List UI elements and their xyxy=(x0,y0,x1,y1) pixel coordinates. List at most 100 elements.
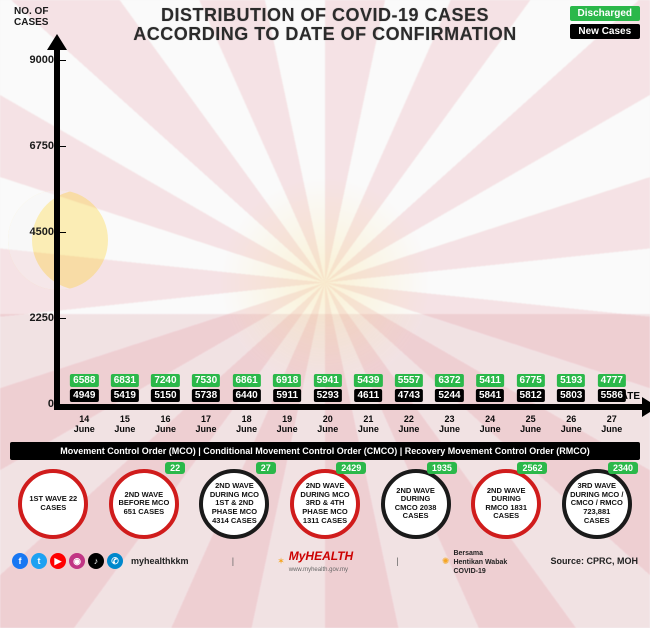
wave-item: 1ST WAVE 22 CASES xyxy=(10,466,97,542)
y-tick: 9000 xyxy=(12,54,54,66)
wave-circle: 2ND WAVE DURING CMCO 2038 CASES xyxy=(381,469,451,539)
newcases-label: 5293 xyxy=(314,389,342,402)
newcases-label: 4743 xyxy=(395,389,423,402)
social-icons: ft▶◉♪✆ myhealthkkm xyxy=(12,553,189,569)
source-text: Source: CPRC, MOH xyxy=(550,556,638,566)
y-axis-title: NO. OF CASES xyxy=(14,6,48,28)
wave-item: 2ND WAVE DURING MCO 1ST & 2ND PHASE MCO … xyxy=(191,466,278,542)
discharged-label: 6918 xyxy=(273,374,301,387)
title-line1: DISTRIBUTION OF COVID-19 CASES xyxy=(161,5,489,25)
social-icon[interactable]: ◉ xyxy=(69,553,85,569)
wave-circle: 2ND WAVE DURING MCO 3RD & 4TH PHASE MCO … xyxy=(290,469,360,539)
newcases-label: 5803 xyxy=(557,389,585,402)
y-tick: 6750 xyxy=(12,140,54,152)
x-tick-label: 21June xyxy=(348,410,389,438)
newcases-label: 4949 xyxy=(70,389,98,402)
footer: ft▶◉♪✆ myhealthkkm | ✶ MyHEALTH www.myhe… xyxy=(0,548,650,575)
discharged-label: 6831 xyxy=(111,374,139,387)
x-tick-label: 14June xyxy=(64,410,105,438)
x-tick-label: 24June xyxy=(470,410,511,438)
wave-item: 2ND WAVE DURING MCO 3RD & 4TH PHASE MCO … xyxy=(282,466,369,542)
x-tick-label: 20June xyxy=(307,410,348,438)
newcases-label: 5586 xyxy=(598,389,626,402)
star-icon: ✶ xyxy=(277,556,285,567)
wave-item: 2ND WAVE BEFORE MCO 651 CASES22 xyxy=(101,466,188,542)
newcases-label: 5841 xyxy=(476,389,504,402)
x-tick-label: 19June xyxy=(267,410,308,438)
social-icon[interactable]: ▶ xyxy=(50,553,66,569)
newcases-label: 4611 xyxy=(354,389,382,402)
x-tick-label: 22June xyxy=(389,410,430,438)
social-icon[interactable]: t xyxy=(31,553,47,569)
y-axis-title-line1: NO. OF xyxy=(14,6,48,17)
discharged-label: 4777 xyxy=(598,374,626,387)
social-handle: myhealthkkm xyxy=(131,556,189,566)
campaign-logo: ✺ Bersama Hentikan Wabak COVID-19 xyxy=(442,548,507,575)
legend: Discharged New Cases xyxy=(570,6,640,39)
social-icon[interactable]: ✆ xyxy=(107,553,123,569)
x-tick-label: 15June xyxy=(105,410,146,438)
discharged-label: 6588 xyxy=(70,374,98,387)
discharged-label: 6861 xyxy=(232,374,260,387)
discharged-label: 6372 xyxy=(435,374,463,387)
y-tick: 0 xyxy=(12,398,54,410)
discharged-label: 7530 xyxy=(192,374,220,387)
wave-badge: 1935 xyxy=(427,462,457,474)
mco-strip: Movement Control Order (MCO) | Condition… xyxy=(10,442,640,460)
newcases-label: 5738 xyxy=(192,389,220,402)
x-tick-label: 27June xyxy=(592,410,633,438)
chart: DATE 02250450067509000 65884949683154197… xyxy=(54,48,636,438)
waves-row: 1ST WAVE 22 CASES2ND WAVE BEFORE MCO 651… xyxy=(10,466,640,542)
wave-badge: 27 xyxy=(256,462,276,474)
wave-circle: 2ND WAVE DURING MCO 1ST & 2ND PHASE MCO … xyxy=(199,469,269,539)
legend-newcases: New Cases xyxy=(570,24,640,39)
infographic-container: NO. OF CASES DISTRIBUTION OF COVID-19 CA… xyxy=(0,0,650,628)
chart-title: DISTRIBUTION OF COVID-19 CASES ACCORDING… xyxy=(0,6,650,44)
brand-myhealth: ✶ MyHEALTH www.myhealth.gov.my xyxy=(277,549,353,573)
newcases-label: 5911 xyxy=(273,389,301,402)
y-tick: 4500 xyxy=(12,226,54,238)
legend-discharged: Discharged xyxy=(570,6,640,21)
newcases-label: 5812 xyxy=(517,389,545,402)
brand-url: www.myhealth.gov.my xyxy=(289,567,348,573)
x-tick-label: 26June xyxy=(551,410,592,438)
wave-badge: 2340 xyxy=(608,462,638,474)
burst-icon: ✺ xyxy=(442,556,450,567)
bars-group: 6588 4949 6831 5419 7240 5150 7530 5738 6861 6440… xyxy=(60,60,636,404)
x-tick-label: 23June xyxy=(429,410,470,438)
x-axis-labels: 14June15June16June17June18June19June20Ju… xyxy=(60,410,636,438)
brand-name: MyHEALTH xyxy=(289,549,353,563)
y-tick: 2250 xyxy=(12,312,54,324)
discharged-label: 5411 xyxy=(476,374,504,387)
x-tick-label: 16June xyxy=(145,410,186,438)
social-icon[interactable]: f xyxy=(12,553,28,569)
wave-circle: 3RD WAVE DURING MCO / CMCO / RMCO 723,88… xyxy=(562,469,632,539)
campaign-line1: Bersama xyxy=(453,550,483,557)
wave-badge: 2562 xyxy=(517,462,547,474)
newcases-label: 5150 xyxy=(151,389,179,402)
discharged-label: 5941 xyxy=(314,374,342,387)
wave-item: 3RD WAVE DURING MCO / CMCO / RMCO 723,88… xyxy=(553,466,640,542)
title-line2: ACCORDING TO DATE OF CONFIRMATION xyxy=(133,24,516,44)
wave-circle: 2ND WAVE DURING RMCO 1831 CASES xyxy=(471,469,541,539)
discharged-label: 5193 xyxy=(557,374,585,387)
newcases-label: 5419 xyxy=(111,389,139,402)
campaign-line2: Hentikan Wabak xyxy=(453,559,507,566)
wave-item: 2ND WAVE DURING CMCO 2038 CASES1935 xyxy=(372,466,459,542)
campaign-line3: COVID-19 xyxy=(453,568,485,575)
y-axis-title-line2: CASES xyxy=(14,17,48,28)
discharged-label: 7240 xyxy=(151,374,179,387)
social-icon[interactable]: ♪ xyxy=(88,553,104,569)
wave-badge: 22 xyxy=(165,462,185,474)
discharged-label: 5439 xyxy=(354,374,382,387)
newcases-label: 5244 xyxy=(435,389,463,402)
x-tick-label: 17June xyxy=(186,410,227,438)
plot-area: 02250450067509000 6588494968315419724051… xyxy=(60,60,636,404)
x-tick-label: 25June xyxy=(510,410,551,438)
discharged-label: 5557 xyxy=(395,374,423,387)
x-tick-label: 18June xyxy=(226,410,267,438)
discharged-label: 6775 xyxy=(517,374,545,387)
wave-circle: 2ND WAVE BEFORE MCO 651 CASES xyxy=(109,469,179,539)
header: NO. OF CASES DISTRIBUTION OF COVID-19 CA… xyxy=(0,0,650,44)
newcases-label: 6440 xyxy=(232,389,260,402)
